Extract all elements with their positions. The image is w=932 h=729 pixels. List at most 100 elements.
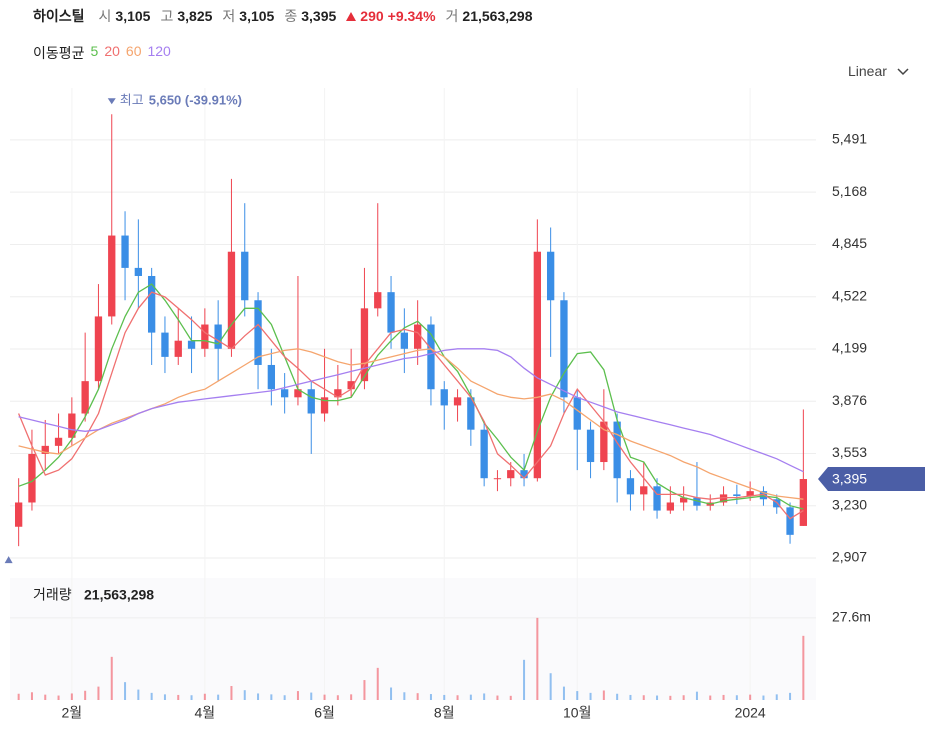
volume-bar xyxy=(217,694,220,700)
volume-bar xyxy=(257,693,260,700)
x-tick-label: 2024 xyxy=(735,705,766,721)
candle-body xyxy=(560,300,568,398)
volume-bar xyxy=(296,691,299,700)
candle-body xyxy=(174,340,182,357)
volume-bar xyxy=(190,695,193,700)
volume-bar xyxy=(390,687,393,700)
volume-bar xyxy=(243,690,246,700)
volume-bar xyxy=(150,692,153,700)
candle-body xyxy=(147,275,156,333)
legend-entry: 60 xyxy=(125,43,142,59)
candle-body xyxy=(626,478,635,495)
volume-bar xyxy=(616,693,619,700)
candle-body xyxy=(360,308,369,382)
scale-menu-label: Linear xyxy=(848,63,887,79)
candle-body xyxy=(81,381,89,414)
candle-body xyxy=(214,324,222,349)
volume-bar xyxy=(376,667,379,700)
change-pct: +9.34% xyxy=(387,8,436,24)
last-price-label: 3,395 xyxy=(832,471,867,487)
volume-bar xyxy=(283,695,286,700)
legend-entry: 20 xyxy=(104,43,120,59)
y-tick-label: 3,230 xyxy=(832,496,867,512)
candle-body xyxy=(480,429,488,479)
candle-body xyxy=(134,267,143,276)
candle-body xyxy=(719,494,728,503)
volume-bar xyxy=(323,694,326,700)
candle-body xyxy=(227,251,236,349)
volume-bar xyxy=(656,695,659,700)
min-marker xyxy=(4,556,13,564)
value: 3,105 xyxy=(115,8,151,24)
candle-body xyxy=(666,502,675,511)
y-tick-label: 2,907 xyxy=(832,549,867,565)
max-value: 5,650 (-39.91%) xyxy=(149,93,242,108)
volume-bar xyxy=(722,694,725,700)
volume-bar xyxy=(17,693,20,700)
candle-body xyxy=(28,453,36,503)
ma-line xyxy=(18,348,804,500)
value: 3,395 xyxy=(301,8,337,24)
candle-body xyxy=(54,437,63,446)
volume-bar xyxy=(57,695,60,700)
volume-bar xyxy=(496,695,499,700)
candle-body xyxy=(733,494,741,497)
volume-bar xyxy=(629,694,632,700)
scale-menu[interactable]: Linear xyxy=(848,63,909,79)
y-tick-label: 5,168 xyxy=(832,183,867,199)
x-tick-label: 4월 xyxy=(195,705,216,721)
candle-body xyxy=(387,292,395,333)
volume-bar xyxy=(709,695,712,700)
x-tick-label: 6월 xyxy=(314,705,335,721)
volume-bar xyxy=(775,694,778,700)
candle-body xyxy=(467,397,475,430)
volume-bar xyxy=(762,695,765,700)
candle-body xyxy=(693,497,701,506)
legend-entry: 5 xyxy=(90,43,99,59)
volume-bar xyxy=(642,695,645,700)
candle-body xyxy=(520,470,528,479)
value: 3,825 xyxy=(177,8,213,24)
candle-body xyxy=(507,470,515,479)
legend: 이동평균 5 20 60 120 xyxy=(33,43,171,63)
volume-bar xyxy=(416,693,419,700)
volume-bar xyxy=(429,694,432,700)
candle-body xyxy=(41,445,49,454)
candle-body xyxy=(121,235,129,268)
volume-bar xyxy=(509,695,512,700)
volume-bar xyxy=(203,693,206,700)
label: 시 xyxy=(98,8,112,24)
max-marker xyxy=(107,98,116,105)
candle-body xyxy=(493,478,502,480)
ma-line xyxy=(17,291,804,520)
volume-bar xyxy=(110,656,113,700)
volume-bar xyxy=(124,682,127,700)
volume-bar xyxy=(44,694,47,700)
x-tick-label: 8월 xyxy=(434,705,455,721)
candle-body xyxy=(533,251,542,479)
candle-body xyxy=(280,389,289,398)
candle-body xyxy=(108,235,116,317)
volume-bar xyxy=(789,692,792,700)
volume-bar xyxy=(310,692,313,700)
candle-body xyxy=(161,332,169,357)
candle-body xyxy=(267,364,276,390)
volume-bar xyxy=(749,694,752,700)
label: 거 xyxy=(445,8,459,24)
volume-bar xyxy=(363,680,366,700)
volume-bar xyxy=(177,694,180,700)
label: 고 xyxy=(160,8,174,24)
y-tick-label: 3,876 xyxy=(832,392,867,408)
candle-body xyxy=(640,486,648,495)
volume-bar xyxy=(802,635,805,700)
volume-pane xyxy=(10,578,816,700)
candle-body xyxy=(600,421,608,463)
value: 3,105 xyxy=(239,8,275,24)
candle-body xyxy=(201,324,209,349)
candle-body xyxy=(413,324,422,349)
legend-entry: 120 xyxy=(147,43,171,59)
volume-bar xyxy=(97,686,100,700)
volume-bar xyxy=(163,694,166,700)
volume-bar xyxy=(576,691,579,700)
